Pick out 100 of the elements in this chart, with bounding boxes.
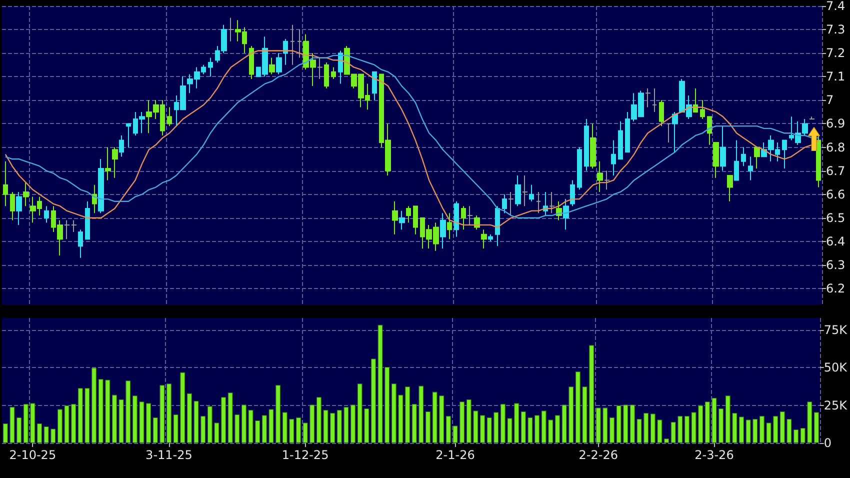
y-tick-label: 6.3 [826, 258, 846, 272]
bar [296, 417, 301, 443]
y-tick-label: 6.6 [826, 187, 846, 202]
bar [276, 385, 281, 443]
candlestick [652, 88, 657, 112]
candlestick [290, 24, 295, 66]
y-tick-label: 7.2 [826, 46, 846, 60]
bar [425, 411, 430, 443]
candlestick [577, 146, 582, 190]
candlestick [3, 160, 8, 207]
candlestick [112, 146, 118, 178]
candlestick [645, 88, 651, 108]
candlestick [584, 118, 589, 172]
candlestick [515, 175, 521, 207]
candlestick [782, 140, 787, 169]
candlestick [597, 160, 603, 192]
candlestick [748, 156, 753, 181]
candlestick [461, 206, 466, 230]
candlestick [331, 66, 336, 80]
candlestick [495, 206, 500, 247]
candlestick [447, 212, 452, 240]
candlestick [406, 206, 411, 224]
y-tick-label: 7 [826, 93, 834, 108]
candlestick [563, 198, 569, 230]
y-tick-label: 75K [824, 323, 848, 338]
candlestick [283, 38, 288, 66]
y-tick-label: 6.4 [826, 234, 846, 248]
candlestick [604, 170, 610, 190]
candlestick [734, 140, 739, 181]
candlestick [71, 220, 77, 233]
bar [534, 415, 540, 443]
y-tick-label: 7.1 [826, 70, 846, 84]
x-tick-label: 3-11-25 [146, 448, 192, 462]
candlestick [372, 71, 377, 101]
x-tick-label: 1-12-25 [282, 448, 329, 462]
bar [738, 416, 744, 443]
bar [16, 417, 22, 443]
candlestick [809, 116, 815, 120]
candlestick [324, 62, 329, 89]
candlestick [488, 234, 493, 242]
x-tick-label: 2-1-26 [436, 448, 475, 462]
candlestick [413, 206, 418, 235]
bar [664, 438, 670, 443]
candlestick [126, 123, 131, 148]
candlestick [666, 123, 671, 144]
candlestick [707, 116, 712, 146]
bar [405, 386, 410, 443]
candlestick [392, 200, 398, 235]
candlestick [167, 106, 172, 127]
candlestick [700, 100, 705, 120]
candlestick [741, 146, 746, 167]
bar [480, 415, 485, 443]
candlestick [474, 215, 480, 230]
candlestick [317, 57, 323, 80]
y-tick-label: 50K [824, 360, 848, 375]
candlestick [276, 52, 282, 75]
candlestick [269, 57, 275, 75]
y-tick-label: 7.4 [826, 0, 846, 13]
candlestick [672, 111, 678, 152]
candlestick [399, 210, 405, 230]
bar [221, 397, 226, 443]
candlestick [10, 191, 15, 221]
candlestick [64, 220, 70, 240]
candlestick [611, 140, 616, 176]
candlestick [536, 191, 541, 214]
candlestick [297, 29, 302, 58]
candlestick [754, 146, 760, 169]
x-tick-label: 2-10-25 [9, 448, 56, 462]
candlestick [590, 123, 596, 169]
candlestick [92, 184, 97, 214]
candlestick [618, 120, 623, 160]
candlestick [816, 134, 821, 188]
candlestick [249, 46, 254, 80]
y-tick-label: 6.5 [826, 210, 846, 225]
candlestick [119, 134, 124, 158]
candlestick [44, 206, 49, 224]
candlestick [529, 184, 534, 202]
candlestick [16, 191, 22, 226]
candlestick [713, 142, 719, 178]
y-tick-label: 25K [824, 398, 848, 412]
bar [794, 429, 799, 443]
candlestick [720, 126, 726, 172]
x-tick-label: 2-2-26 [578, 448, 618, 462]
candlestick [78, 229, 83, 258]
y-tick-label: 6.2 [826, 282, 846, 296]
bar [814, 412, 819, 443]
bar [36, 423, 42, 443]
candlestick [467, 206, 473, 226]
bar [609, 417, 614, 443]
y-tick-label: 6.7 [826, 164, 846, 178]
y-tick-label: 7.3 [826, 22, 846, 37]
candlestick [228, 17, 234, 42]
candlestick [570, 180, 575, 207]
candlestick [522, 175, 528, 207]
y-tick-label: 0 [824, 436, 832, 450]
bar [166, 384, 172, 443]
bar [350, 404, 356, 443]
candlestick [508, 191, 514, 216]
candlestick [338, 50, 343, 84]
candlestick [659, 100, 664, 127]
